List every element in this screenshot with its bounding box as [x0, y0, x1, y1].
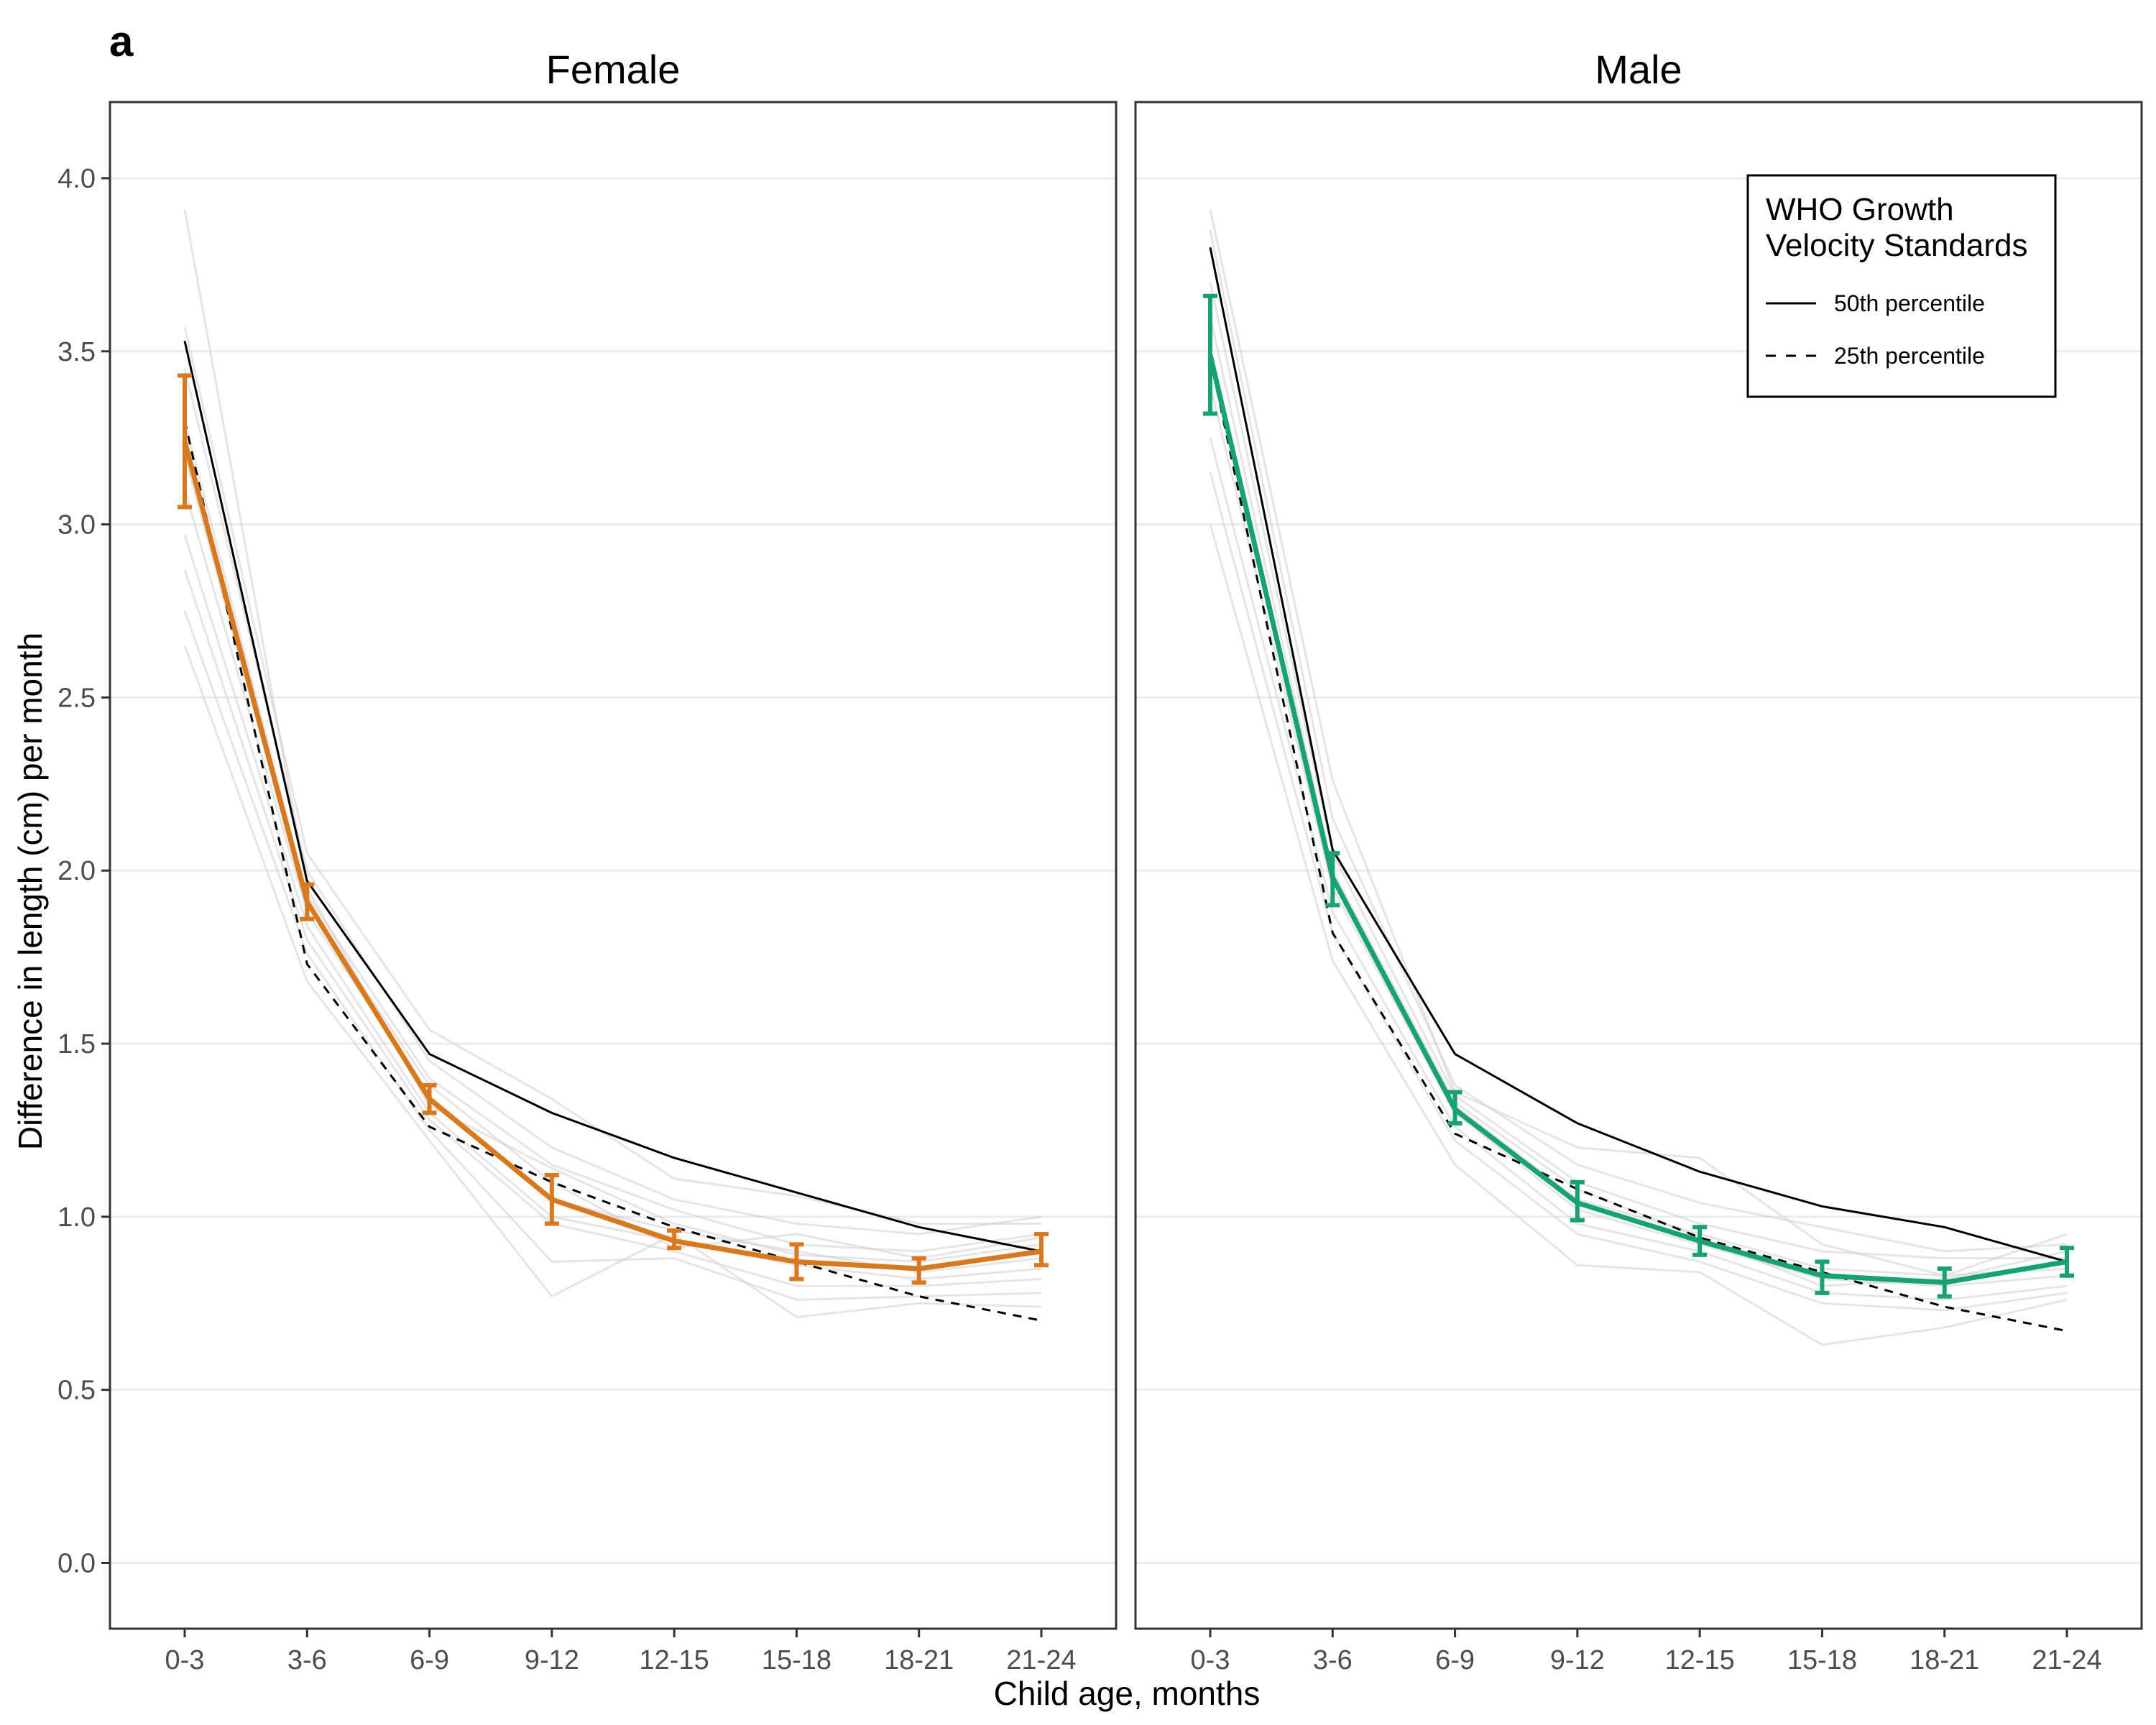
x-tick-label: 18-21 [1909, 1645, 1979, 1675]
legend-box [1746, 174, 2057, 398]
background-series-line [1209, 524, 2068, 1346]
x-tick-label: 3-6 [287, 1645, 327, 1675]
error-bar [2060, 1246, 2074, 1278]
background-series-line [1209, 229, 2068, 1253]
x-tick-label: 21-24 [1006, 1645, 1076, 1675]
background-series-line [1209, 437, 2068, 1301]
background-series-line [183, 610, 1042, 1301]
y-tick-label: 3.5 [57, 337, 96, 367]
error-bar [1325, 851, 1340, 908]
x-tick-label: 3-6 [1313, 1645, 1353, 1675]
panel-border [1134, 101, 2143, 1630]
x-tick-label: 9-12 [525, 1645, 579, 1675]
background-series-line [1209, 282, 2067, 1260]
x-tick-label: 21-24 [2032, 1645, 2101, 1675]
background-series-line [1209, 208, 2068, 1277]
x-tick-label: 15-18 [762, 1645, 831, 1675]
panel-border [109, 101, 1118, 1630]
error-bar [1447, 1090, 1462, 1126]
y-tick-label: 4.0 [57, 164, 96, 194]
legend-title: Velocity Standards [1766, 228, 2027, 263]
error-bar [911, 1256, 926, 1285]
y-tick-label: 3.0 [57, 510, 96, 540]
error-bar [1570, 1179, 1585, 1223]
x-tick-label: 6-9 [1435, 1645, 1475, 1675]
background-series-line [183, 209, 1042, 1263]
error-bar [544, 1173, 559, 1226]
x-tick-label: 12-15 [640, 1645, 709, 1675]
who-25th-percentile-line [1209, 358, 2068, 1333]
background-series-line [1209, 385, 2068, 1287]
y-tick-label: 0.5 [57, 1376, 96, 1406]
y-tick-label: 1.5 [57, 1029, 96, 1059]
x-tick-label: 12-15 [1665, 1645, 1735, 1675]
facet-label-female: Female [546, 47, 681, 92]
x-tick-label: 18-21 [884, 1645, 954, 1675]
error-bar [1203, 293, 1217, 416]
background-series-line [183, 368, 1042, 1236]
background-series-line [183, 420, 1042, 1253]
who-50th-percentile-line [1209, 247, 2068, 1263]
background-series-line [1209, 472, 2068, 1312]
y-tick-label: 2.0 [57, 856, 96, 886]
facet-panels: Female 0-3 3-6 6-9 9-12 12-15 15-18 18-21 21-24 0… [57, 47, 2143, 1675]
panel-tag: a [109, 17, 134, 65]
mean-line-male [1207, 354, 2068, 1285]
mean-line-female [182, 441, 1042, 1271]
background-series-line [183, 569, 1042, 1287]
error-bar [1815, 1259, 1830, 1295]
y-tick-label: 0.0 [57, 1548, 96, 1578]
panel-female: Female 0-3 3-6 6-9 9-12 12-15 15-18 18-21 21-24 0… [57, 47, 1118, 1675]
who-50th-percentile-line [183, 340, 1042, 1253]
error-bar [667, 1228, 682, 1251]
who-25th-percentile-line [183, 420, 1042, 1322]
error-bar [789, 1242, 804, 1282]
x-tick-label: 9-12 [1550, 1645, 1605, 1675]
legend-entry-label: 25th percentile [1834, 343, 1985, 369]
y-axis-title: Difference in length (cm) per month [11, 632, 49, 1150]
facet-label-male: Male [1595, 47, 1682, 92]
legend-title: WHO Growth [1766, 192, 1954, 227]
x-axis-title: Child age, months [994, 1675, 1261, 1712]
error-bar [1937, 1266, 1952, 1299]
background-series-line [183, 534, 1042, 1281]
background-series-line [183, 326, 1041, 1225]
error-bar [1692, 1225, 1708, 1257]
background-series-line [1209, 316, 2068, 1287]
x-tick-label: 0-3 [165, 1645, 205, 1675]
x-tick-label: 15-18 [1787, 1645, 1857, 1675]
error-bar [422, 1082, 437, 1116]
y-tick-label: 1.0 [57, 1202, 96, 1233]
error-bar [178, 373, 192, 510]
error-bar [300, 882, 315, 921]
error-bar [1034, 1231, 1049, 1268]
legend-entry-label: 50th percentile [1834, 290, 1985, 316]
panel-male: Male 0-3 3-6 6-9 9-12 12-15 15-18 18-21 21-24 [1134, 47, 2143, 1675]
x-tick-label: 6-9 [410, 1645, 449, 1675]
x-tick-label: 0-3 [1191, 1645, 1230, 1675]
y-tick-label: 2.5 [57, 683, 96, 713]
background-series-line [1209, 351, 2068, 1277]
background-series-line [183, 645, 1042, 1319]
